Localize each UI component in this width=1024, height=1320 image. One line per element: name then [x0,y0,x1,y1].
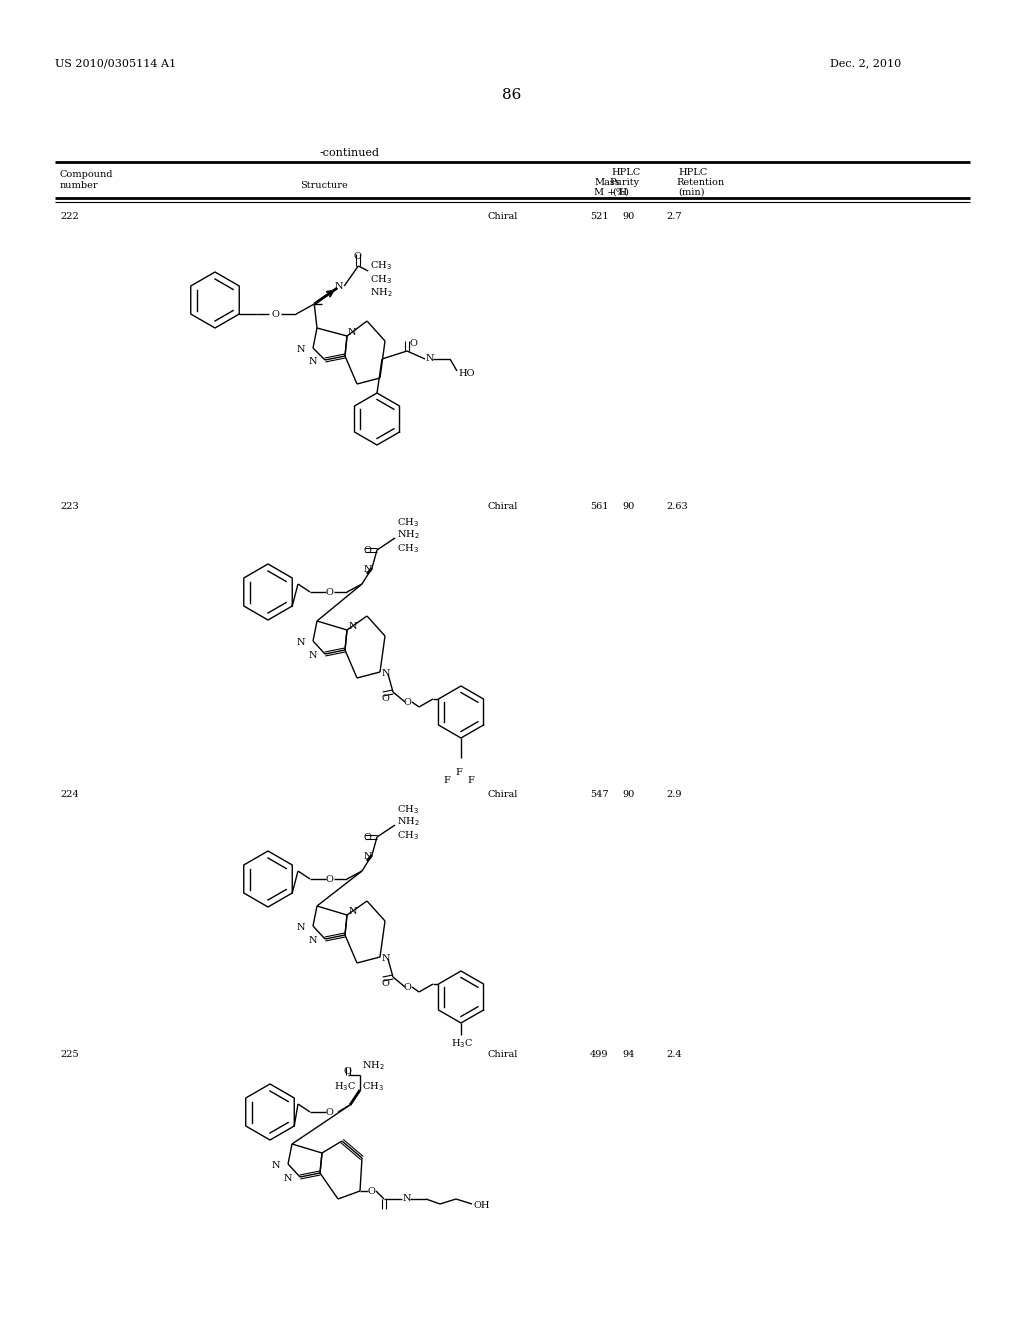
Text: O: O [344,1067,352,1076]
Text: US 2010/0305114 A1: US 2010/0305114 A1 [55,58,176,69]
Text: O: O [381,979,389,987]
Text: CH$_3$: CH$_3$ [397,803,419,816]
Text: NH$_2$: NH$_2$ [371,286,393,298]
Text: O: O [362,546,371,554]
Text: 90: 90 [622,502,634,511]
Text: Purity: Purity [609,178,639,187]
Text: 222: 222 [60,213,79,220]
Text: N: N [403,1195,412,1203]
Text: NH$_2$: NH$_2$ [397,528,420,541]
Text: NH$_2$: NH$_2$ [397,814,420,828]
Text: Chiral: Chiral [488,1049,518,1059]
Text: 90: 90 [622,789,634,799]
Text: M + H: M + H [594,187,628,197]
Text: N: N [364,565,373,574]
Text: N: N [297,923,305,932]
Text: 2.9: 2.9 [666,789,682,799]
Text: N: N [297,345,305,354]
Text: O: O [362,833,371,842]
Text: Chiral: Chiral [488,502,518,511]
Text: (%): (%) [612,187,629,197]
Text: F: F [443,776,450,785]
Text: CH$_3$: CH$_3$ [397,516,419,529]
Text: 2.7: 2.7 [666,213,682,220]
Text: N: N [284,1173,293,1183]
Text: H$_3$C: H$_3$C [451,1038,473,1049]
Text: N: N [309,936,317,945]
Text: HPLC: HPLC [678,168,708,177]
Text: HO: HO [458,370,474,378]
Text: CH$_3$: CH$_3$ [397,543,419,554]
Text: O: O [325,1107,333,1117]
Text: N: N [382,669,390,678]
Text: Structure: Structure [300,181,348,190]
Text: N: N [297,638,305,647]
Text: 223: 223 [60,502,79,511]
Text: (min): (min) [678,187,705,197]
Text: CH$_3$: CH$_3$ [362,1080,384,1093]
Text: N: N [349,622,357,631]
Text: F: F [467,776,474,785]
Text: Mass: Mass [594,178,620,187]
Text: CH$_3$: CH$_3$ [371,273,392,286]
Text: 94: 94 [622,1049,635,1059]
Text: HPLC: HPLC [611,168,640,177]
Text: N: N [309,651,317,660]
Text: O: O [325,587,333,597]
Text: 547: 547 [590,789,608,799]
Text: N: N [364,851,373,861]
Text: F: F [455,768,462,777]
Text: O: O [325,875,333,884]
Text: O: O [381,694,389,704]
Text: 521: 521 [590,213,608,220]
Text: -continued: -continued [319,148,380,158]
Text: O: O [403,983,411,993]
Text: 225: 225 [60,1049,79,1059]
Text: N: N [272,1162,281,1170]
Text: CH$_3$: CH$_3$ [371,259,392,272]
Text: NH$_2$: NH$_2$ [362,1059,385,1072]
Text: Chiral: Chiral [488,789,518,799]
Text: Chiral: Chiral [488,213,518,220]
Text: 2.63: 2.63 [666,502,688,511]
Text: O: O [271,310,280,319]
Text: O: O [368,1187,376,1196]
Text: N: N [349,907,357,916]
Text: Retention: Retention [676,178,724,187]
Text: number: number [60,181,98,190]
Text: Dec. 2, 2010: Dec. 2, 2010 [830,58,901,69]
Text: N: N [382,954,390,964]
Text: 499: 499 [590,1049,608,1059]
Text: 2.4: 2.4 [666,1049,682,1059]
Text: O: O [409,339,417,348]
Text: Compound: Compound [60,170,114,180]
Text: N: N [348,327,356,337]
Text: O: O [403,698,411,708]
Text: 86: 86 [503,88,521,102]
Text: 224: 224 [60,789,79,799]
Text: 90: 90 [622,213,634,220]
Text: O: O [353,252,361,261]
Text: H$_3$C: H$_3$C [334,1080,356,1093]
Text: OH: OH [473,1201,489,1210]
Text: N: N [426,354,434,363]
Text: CH$_3$: CH$_3$ [397,829,419,842]
Text: 561: 561 [590,502,608,511]
Text: N: N [334,282,343,290]
Text: N: N [309,356,317,366]
